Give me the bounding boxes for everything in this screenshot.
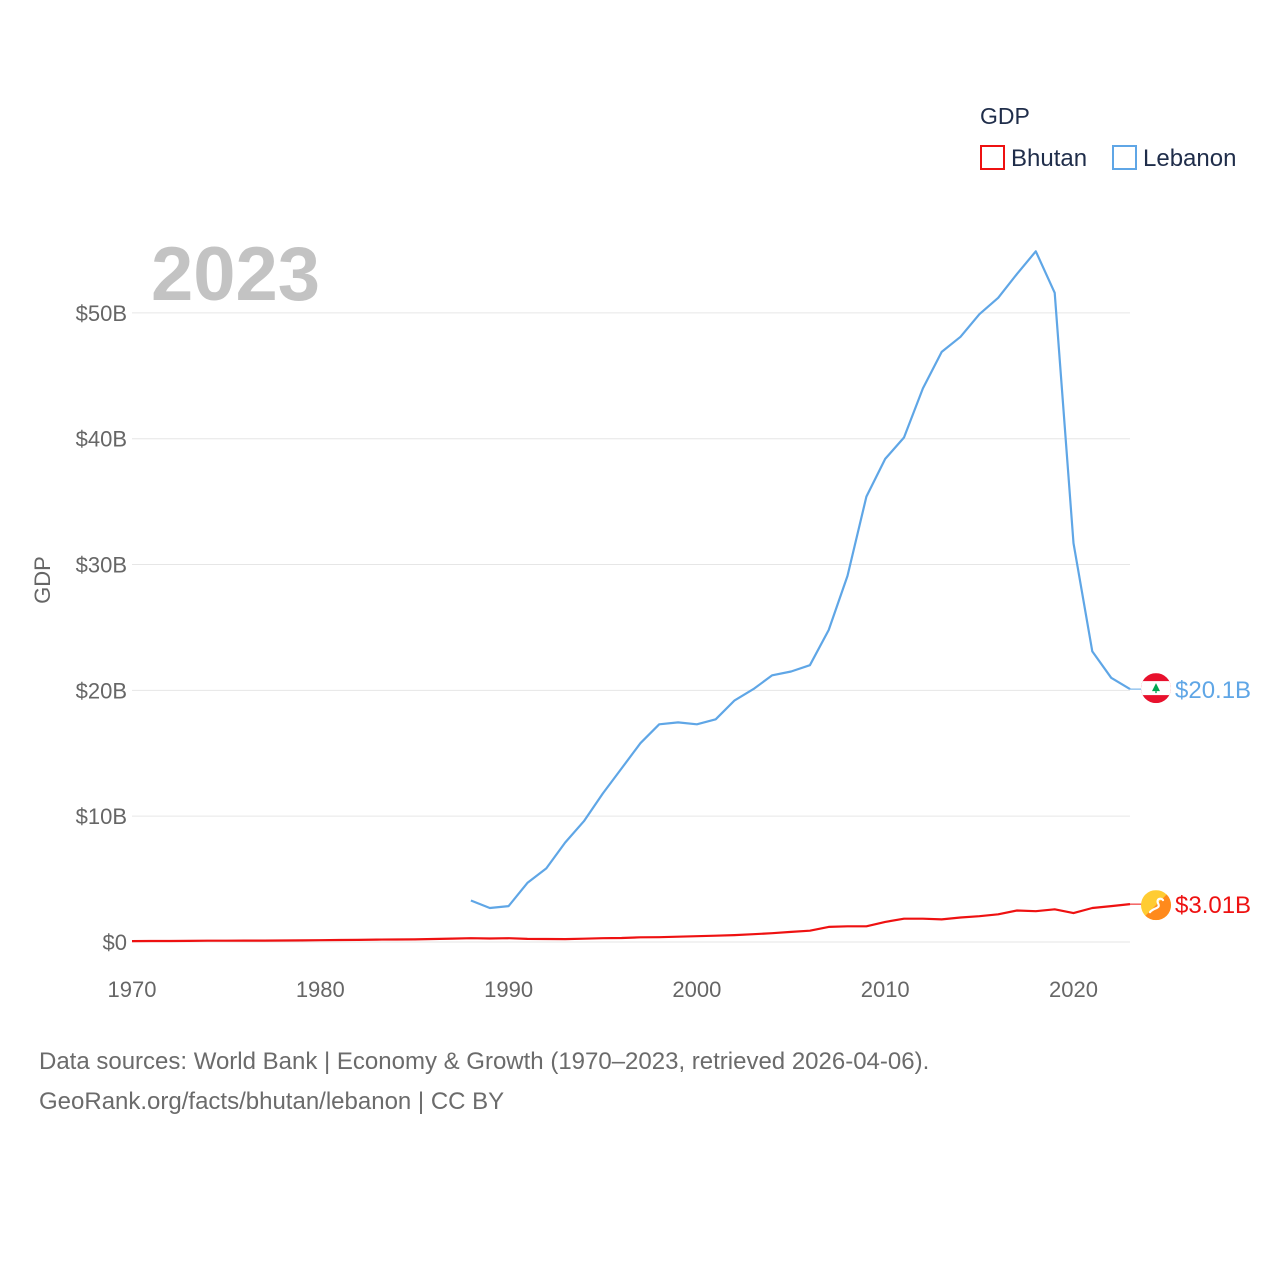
legend-label-lebanon: Lebanon	[1143, 145, 1236, 172]
legend-item-bhutan[interactable]: Bhutan	[980, 145, 1087, 172]
footer-link[interactable]: GeoRank.org/facts/bhutan/lebanon | CC BY	[39, 1088, 505, 1115]
gdp-line-chart: 2023 $0 $10B $20B $30B $40B $50B 1970 1980 1990…	[30, 103, 1251, 1002]
legend-title: GDP	[980, 103, 1030, 129]
y-tick-label: $50B	[76, 301, 127, 326]
x-tick-label: 2020	[1049, 977, 1098, 1002]
legend: GDP Bhutan Lebanon	[980, 103, 1236, 172]
y-tick-label: $40B	[76, 427, 127, 452]
footer-sources: Data sources: World Bank | Economy & Gro…	[39, 1048, 930, 1075]
legend-item-lebanon[interactable]: Lebanon	[1112, 145, 1236, 172]
legend-swatch-bhutan	[980, 145, 1005, 170]
legend-label-bhutan: Bhutan	[1011, 145, 1087, 172]
grid-lines	[132, 312, 1130, 943]
series-line-bhutan[interactable]	[131, 903, 1131, 943]
x-axis: 1970 1980 1990 2000 2010 2020	[108, 977, 1098, 1002]
lebanon-flag-icon	[1141, 673, 1171, 704]
year-label: 2023	[151, 232, 320, 317]
y-axis-label: GDP	[30, 556, 55, 604]
y-tick-label: $0	[103, 930, 127, 955]
bhutan-flag-icon	[1141, 890, 1171, 921]
x-tick-label: 2000	[672, 977, 721, 1002]
x-tick-label: 1990	[484, 977, 533, 1002]
x-tick-label: 1970	[108, 977, 157, 1002]
series-lines	[131, 250, 1131, 943]
y-tick-label: $10B	[76, 804, 127, 829]
end-value-label-bhutan: $3.01B	[1175, 892, 1251, 919]
legend-swatch-lebanon	[1112, 145, 1137, 170]
y-axis: $0 $10B $20B $30B $40B $50B	[76, 301, 127, 955]
series-line-lebanon[interactable]	[470, 250, 1131, 910]
y-tick-label: $30B	[76, 553, 127, 578]
y-tick-label: $20B	[76, 678, 127, 703]
x-tick-label: 1980	[296, 977, 345, 1002]
series-end-markers: $3.01B $20.1B	[1130, 673, 1251, 921]
end-value-label-lebanon: $20.1B	[1175, 677, 1251, 704]
x-tick-label: 2010	[861, 977, 910, 1002]
footer: Data sources: World Bank | Economy & Gro…	[39, 1042, 929, 1122]
